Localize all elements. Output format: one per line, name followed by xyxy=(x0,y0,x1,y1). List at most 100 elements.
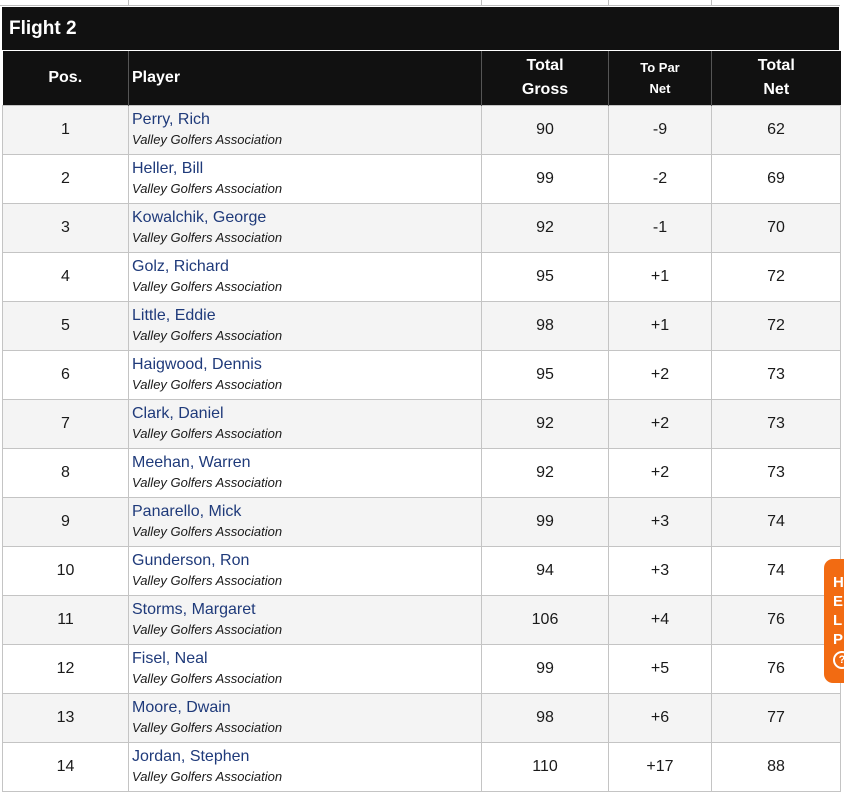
total-gross-cell: 92 xyxy=(481,448,609,498)
total-gross-cell: 99 xyxy=(481,154,609,204)
player-club: Valley Golfers Association xyxy=(132,720,283,735)
total-gross-cell: 99 xyxy=(481,644,609,694)
total-gross-cell: 92 xyxy=(481,399,609,449)
player-cell: Golz, Richard Valley Golfers Association xyxy=(128,252,482,302)
player-club: Valley Golfers Association xyxy=(132,230,283,245)
player-club: Valley Golfers Association xyxy=(132,279,283,294)
player-cell: Gunderson, Ron Valley Golfers Association xyxy=(128,546,482,596)
player-name-link[interactable]: Jordan, Stephen xyxy=(132,748,250,765)
help-tab-button[interactable]: H E L P ? xyxy=(824,559,844,683)
to-par-net-cell: +3 xyxy=(608,497,712,547)
col-header-total-gross-line2: Gross xyxy=(521,81,569,98)
total-gross-cell: 98 xyxy=(481,301,609,351)
table-row: 8 Meehan, Warren Valley Golfers Associatio… xyxy=(2,448,841,498)
position-cell: 4 xyxy=(2,252,129,302)
table-row: 12 Fisel, Neal Valley Golfers Association 9… xyxy=(2,644,841,694)
help-letter-p: P xyxy=(833,631,844,648)
player-cell: Kowalchik, George Valley Golfers Associat… xyxy=(128,203,482,253)
header-row: Pos. Player Total Gross To Par Net Total… xyxy=(2,51,841,106)
player-name-link[interactable]: Fisel, Neal xyxy=(132,650,208,667)
total-net-cell: 73 xyxy=(711,448,841,498)
position-cell: 8 xyxy=(2,448,129,498)
total-net-cell: 73 xyxy=(711,350,841,400)
total-gross-cell: 98 xyxy=(481,693,609,743)
total-net-cell: 72 xyxy=(711,301,841,351)
player-name-link[interactable]: Panarello, Mick xyxy=(132,503,242,520)
player-cell: Little, Eddie Valley Golfers Association xyxy=(128,301,482,351)
question-circle-icon: ? xyxy=(833,651,844,669)
flight-title: Flight 2 xyxy=(2,7,839,50)
total-net-cell: 72 xyxy=(711,252,841,302)
player-cell: Clark, Daniel Valley Golfers Association xyxy=(128,399,482,449)
col-header-to-par-line2: Net xyxy=(649,81,671,96)
position-cell: 9 xyxy=(2,497,129,547)
to-par-net-cell: +2 xyxy=(608,350,712,400)
col-header-player: Player xyxy=(128,51,482,106)
player-club: Valley Golfers Association xyxy=(132,377,283,392)
to-par-net-cell: +2 xyxy=(608,399,712,449)
player-cell: Jordan, Stephen Valley Golfers Associatio… xyxy=(128,742,482,792)
player-club: Valley Golfers Association xyxy=(132,573,283,588)
col-header-total-gross-line1: Total xyxy=(526,57,564,74)
to-par-net-cell: +2 xyxy=(608,448,712,498)
player-cell: Haigwood, Dennis Valley Golfers Associati… xyxy=(128,350,482,400)
table-row: 2 Heller, Bill Valley Golfers Association 9… xyxy=(2,154,841,204)
to-par-net-cell: +3 xyxy=(608,546,712,596)
player-name-link[interactable]: Gunderson, Ron xyxy=(132,552,250,569)
player-name-link[interactable]: Meehan, Warren xyxy=(132,454,251,471)
help-letter-e: E xyxy=(833,593,844,610)
total-net-cell: 74 xyxy=(711,546,841,596)
player-club: Valley Golfers Association xyxy=(132,328,283,343)
total-net-cell: 74 xyxy=(711,497,841,547)
player-name-link[interactable]: Heller, Bill xyxy=(132,160,204,177)
player-name-link[interactable]: Moore, Dwain xyxy=(132,699,231,716)
to-par-net-cell: +1 xyxy=(608,301,712,351)
total-gross-cell: 106 xyxy=(481,595,609,645)
player-club: Valley Golfers Association xyxy=(132,524,283,539)
total-gross-cell: 110 xyxy=(481,742,609,792)
total-net-cell: 88 xyxy=(711,742,841,792)
position-cell: 3 xyxy=(2,203,129,253)
position-cell: 11 xyxy=(2,595,129,645)
to-par-net-cell: +17 xyxy=(608,742,712,792)
position-cell: 14 xyxy=(2,742,129,792)
help-letter-h: H xyxy=(833,574,844,591)
col-header-to-par-line1: To Par xyxy=(640,60,680,75)
player-club: Valley Golfers Association xyxy=(132,132,283,147)
player-name-link[interactable]: Haigwood, Dennis xyxy=(132,356,262,373)
player-name-link[interactable]: Clark, Daniel xyxy=(132,405,224,422)
position-cell: 12 xyxy=(2,644,129,694)
position-cell: 7 xyxy=(2,399,129,449)
position-cell: 13 xyxy=(2,693,129,743)
player-cell: Perry, Rich Valley Golfers Association xyxy=(128,105,482,155)
total-gross-cell: 90 xyxy=(481,105,609,155)
table-row: 11 Storms, Margaret Valley Golfers Associa… xyxy=(2,595,841,645)
to-par-net-cell: +6 xyxy=(608,693,712,743)
col-header-to-par-net: To Par Net xyxy=(608,51,712,106)
to-par-net-cell: +5 xyxy=(608,644,712,694)
total-gross-cell: 99 xyxy=(481,497,609,547)
position-cell: 1 xyxy=(2,105,129,155)
col-header-total-net-line1: Total xyxy=(757,57,795,74)
position-cell: 2 xyxy=(2,154,129,204)
total-gross-cell: 92 xyxy=(481,203,609,253)
player-club: Valley Golfers Association xyxy=(132,181,283,196)
player-name-link[interactable]: Perry, Rich xyxy=(132,111,210,128)
player-name-link[interactable]: Little, Eddie xyxy=(132,307,216,324)
position-cell: 10 xyxy=(2,546,129,596)
player-cell: Moore, Dwain Valley Golfers Association xyxy=(128,693,482,743)
player-club: Valley Golfers Association xyxy=(132,475,283,490)
to-par-net-cell: +4 xyxy=(608,595,712,645)
player-cell: Storms, Margaret Valley Golfers Associati… xyxy=(128,595,482,645)
player-cell: Fisel, Neal Valley Golfers Association xyxy=(128,644,482,694)
player-name-link[interactable]: Kowalchik, George xyxy=(132,209,267,226)
player-name-link[interactable]: Storms, Margaret xyxy=(132,601,256,618)
col-header-total-gross: Total Gross xyxy=(481,51,609,106)
total-net-cell: 76 xyxy=(711,595,841,645)
total-net-cell: 69 xyxy=(711,154,841,204)
total-net-cell: 76 xyxy=(711,644,841,694)
total-gross-cell: 95 xyxy=(481,252,609,302)
player-name-link[interactable]: Golz, Richard xyxy=(132,258,229,275)
col-header-total-net: Total Net xyxy=(711,51,841,106)
col-header-total-net-line2: Net xyxy=(763,81,790,98)
